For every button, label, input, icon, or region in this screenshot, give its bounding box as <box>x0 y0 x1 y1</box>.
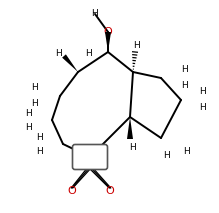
Text: H: H <box>25 122 32 131</box>
Text: H: H <box>31 83 38 92</box>
Text: H: H <box>181 82 188 91</box>
Text: O: O <box>68 186 76 196</box>
Text: H: H <box>92 10 98 19</box>
Text: O: O <box>104 27 112 37</box>
Text: H: H <box>181 66 188 75</box>
Polygon shape <box>105 32 111 52</box>
Text: H: H <box>36 132 43 141</box>
Text: H: H <box>85 49 92 59</box>
Text: H: H <box>199 104 206 112</box>
Text: H: H <box>199 88 206 96</box>
Text: H: H <box>31 99 38 108</box>
Text: H: H <box>55 49 61 59</box>
Text: H: H <box>183 147 190 157</box>
Polygon shape <box>127 117 133 139</box>
Polygon shape <box>62 54 78 72</box>
Text: H: H <box>25 108 32 118</box>
Text: Abs: Abs <box>82 153 98 161</box>
FancyBboxPatch shape <box>72 144 108 170</box>
Text: H: H <box>129 142 135 151</box>
Text: O: O <box>106 186 114 196</box>
Text: H: H <box>36 147 43 155</box>
Text: H: H <box>163 151 169 161</box>
Text: H: H <box>134 42 140 50</box>
